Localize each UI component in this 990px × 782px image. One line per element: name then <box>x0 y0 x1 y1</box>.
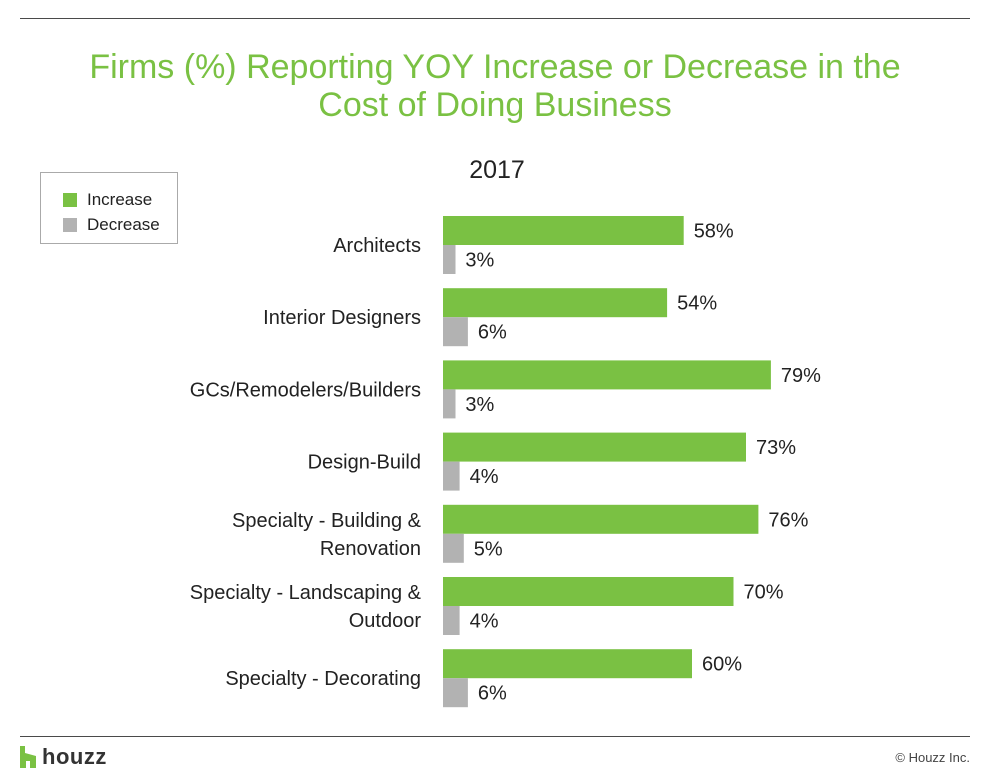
value-label-decrease-specialty-building-renovation: 5% <box>474 538 503 560</box>
legend-label-decrease: Decrease <box>87 215 160 234</box>
value-label-decrease-gcs-remodelers-builders: 3% <box>465 394 494 416</box>
category-label-architects: Architects <box>333 235 421 257</box>
top-rule <box>20 18 970 19</box>
bar-decrease-architects <box>443 245 456 274</box>
legend: Increase Decrease <box>40 172 178 244</box>
bar-increase-specialty-building-renovation <box>443 504 759 534</box>
bar-decrease-specialty-decorating <box>443 678 468 708</box>
value-label-increase-specialty-landscaping-outdoor: 70% <box>744 582 784 604</box>
chart-title-line-2: Cost of Doing Business <box>318 86 672 124</box>
bar-increase-gcs-remodelers-builders <box>443 360 771 390</box>
bottom-rule <box>20 736 970 737</box>
bar-increase-design-build <box>443 432 746 462</box>
category-label-specialty-landscaping-outdoor-line-1: Specialty - Landscaping & <box>190 582 422 604</box>
category-label-design-build: Design-Build <box>308 452 421 474</box>
value-label-increase-specialty-building-renovation: 76% <box>768 509 808 531</box>
category-label-specialty-building-renovation-line-1: Specialty - Building & <box>232 510 422 532</box>
bar-decrease-specialty-landscaping-outdoor <box>443 606 460 635</box>
chart-title-line-1: Firms (%) Reporting YOY Increase or Decr… <box>89 48 901 86</box>
legend-item-increase: Increase <box>63 190 152 210</box>
value-label-decrease-architects: 3% <box>465 250 494 272</box>
bar-decrease-gcs-remodelers-builders <box>443 389 456 419</box>
category-label-specialty-building-renovation-line-2: Renovation <box>320 538 421 560</box>
category-label-specialty-decorating: Specialty - Decorating <box>225 668 421 690</box>
bar-chart: Architects 58% 3% Interior Designers 54% 6% GC… <box>190 216 821 708</box>
houzz-logo: houzz <box>20 744 107 770</box>
value-label-increase-specialty-decorating: 60% <box>702 654 742 676</box>
bar-decrease-specialty-building-renovation <box>443 533 464 563</box>
value-label-increase-architects: 58% <box>694 221 734 243</box>
legend-item-decrease: Decrease <box>63 215 160 235</box>
copyright-notice: © Houzz Inc. <box>895 750 970 765</box>
chart-subtitle-year: 2017 <box>469 156 525 184</box>
bar-increase-interior-designers <box>443 288 668 318</box>
bar-decrease-design-build <box>443 461 460 491</box>
legend-label-increase: Increase <box>87 190 153 209</box>
category-label-interior-designers: Interior Designers <box>263 307 421 329</box>
value-label-decrease-specialty-landscaping-outdoor: 4% <box>470 611 499 633</box>
value-label-decrease-specialty-decorating: 6% <box>478 683 507 705</box>
category-label-gcs-remodelers-builders: GCs/Remodelers/Builders <box>190 379 421 401</box>
bar-increase-specialty-landscaping-outdoor <box>443 577 734 606</box>
value-label-increase-interior-designers: 54% <box>677 293 717 315</box>
houzz-h-icon <box>20 746 36 768</box>
value-label-increase-design-build: 73% <box>756 437 796 459</box>
houzz-brand-name: houzz <box>42 744 107 769</box>
value-label-decrease-interior-designers: 6% <box>478 322 507 344</box>
category-label-specialty-landscaping-outdoor-line-2: Outdoor <box>349 610 422 632</box>
chart-title: Firms (%) Reporting YOY Increase or Decr… <box>0 48 990 124</box>
value-label-increase-gcs-remodelers-builders: 79% <box>781 365 821 387</box>
value-label-decrease-design-build: 4% <box>470 466 499 488</box>
bar-increase-specialty-decorating <box>443 649 692 679</box>
legend-swatch-increase <box>63 193 77 207</box>
bar-increase-architects <box>443 216 684 245</box>
bar-decrease-interior-designers <box>443 317 468 347</box>
legend-swatch-decrease <box>63 218 77 232</box>
